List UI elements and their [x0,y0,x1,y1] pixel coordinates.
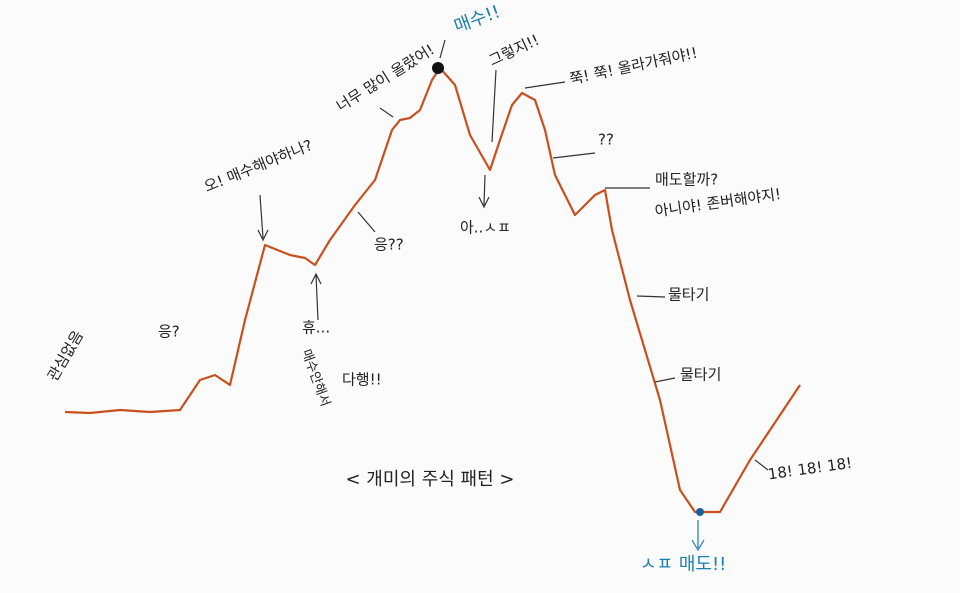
annotation: ?? [598,131,614,149]
annotation: 아..ㅅㅍ [460,219,511,237]
annotation: 물타기 [680,366,721,384]
annotation: 다행!! [342,371,382,389]
buy-dot [432,62,444,74]
arrows [257,39,769,552]
annotation: 휴... [302,319,330,337]
sell-dot [696,508,704,516]
annotation: 응? [158,323,180,341]
annotation: 물타기 [668,286,709,304]
annotation: 매도할까? [655,171,718,189]
title: < 개미의 주식 패턴 > [346,469,515,490]
annotation: 응?? [374,236,404,254]
annotation: ㅅㅍ 매도!! [640,554,726,575]
price-curve [64,66,801,514]
